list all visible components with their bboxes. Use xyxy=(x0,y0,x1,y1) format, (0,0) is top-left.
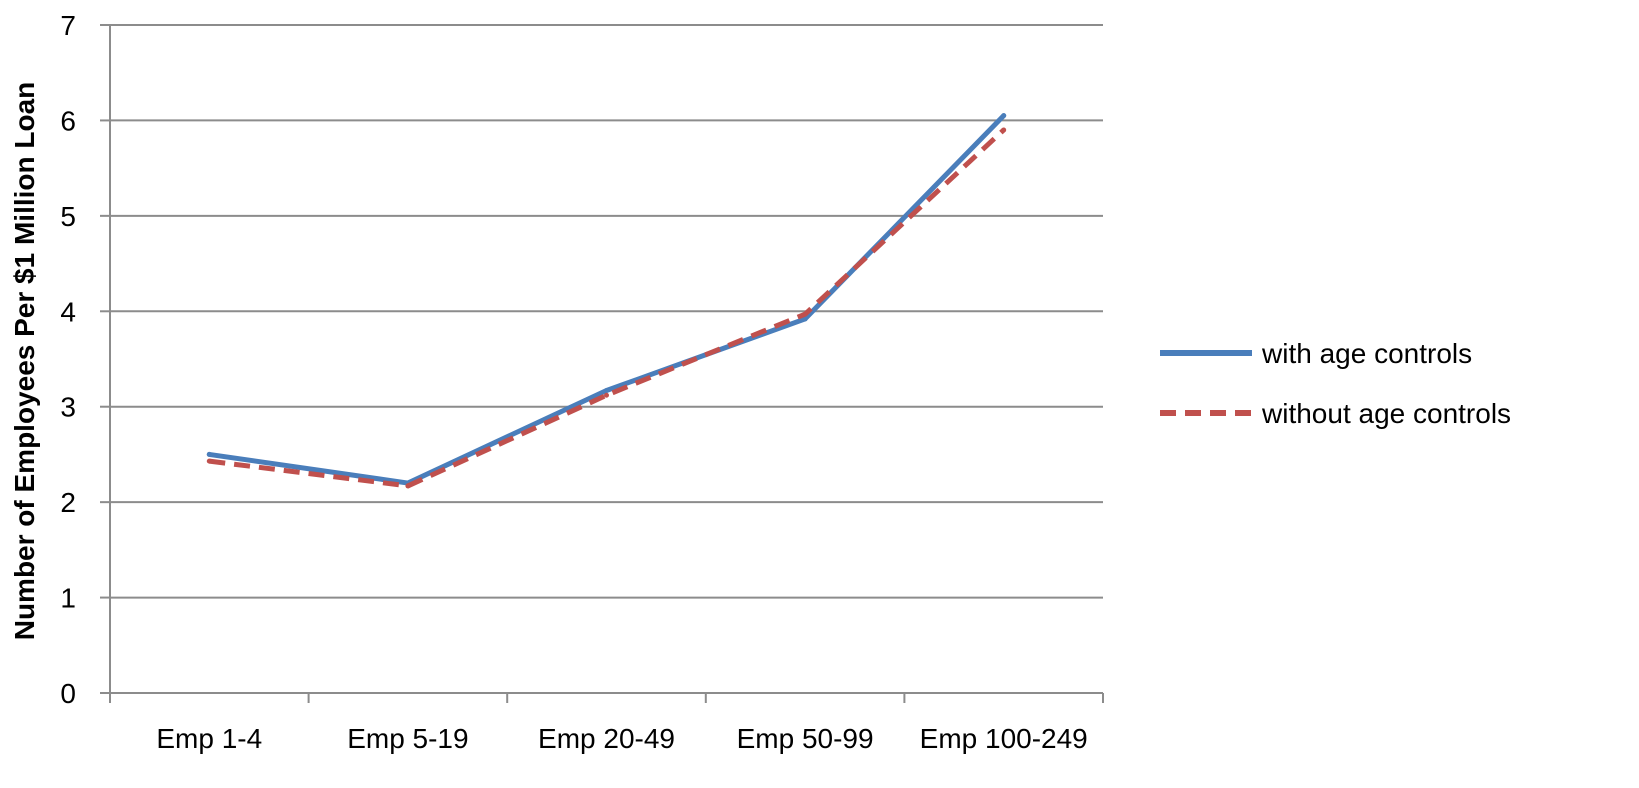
legend: with age controls without age controls xyxy=(1160,338,1511,429)
y-tick-label: 3 xyxy=(60,392,76,423)
y-tick-label: 6 xyxy=(60,105,76,136)
data-point xyxy=(802,316,808,322)
series-lines xyxy=(206,113,1007,489)
series-line-1 xyxy=(208,128,1006,489)
data-point xyxy=(802,311,808,317)
x-tick-label: Emp 20-49 xyxy=(538,723,675,754)
y-axis-title: Number of Employees Per $1 Million Loan xyxy=(9,82,40,641)
tick-labels: 0 1 2 3 4 5 6 7 Emp 1-4 Emp 5-19 Emp 20-49 Emp 50-9… xyxy=(60,10,1087,754)
data-point xyxy=(405,483,411,489)
y-tick-label: 2 xyxy=(60,487,76,518)
y-tick-label: 7 xyxy=(60,10,76,41)
y-tick-label: 0 xyxy=(60,678,76,709)
data-point xyxy=(206,458,212,464)
y-tick-label: 1 xyxy=(60,583,76,614)
gridlines xyxy=(110,24,1103,599)
x-tick-label: Emp 100-249 xyxy=(920,723,1088,754)
y-tick-label: 5 xyxy=(60,201,76,232)
data-point xyxy=(604,387,609,393)
axes xyxy=(100,24,1104,703)
data-point xyxy=(604,392,609,398)
data-point xyxy=(206,451,212,457)
data-point xyxy=(1001,113,1007,119)
x-tick-label: Emp 50-99 xyxy=(737,723,874,754)
x-tick-label: Emp 1-4 xyxy=(156,723,262,754)
legend-label-1: without age controls xyxy=(1261,398,1511,429)
x-tick-label: Emp 5-19 xyxy=(347,723,468,754)
y-tick-label: 4 xyxy=(60,296,76,327)
legend-label-0: with age controls xyxy=(1261,338,1472,369)
data-point xyxy=(1001,127,1007,133)
series-line-0 xyxy=(206,113,1007,486)
